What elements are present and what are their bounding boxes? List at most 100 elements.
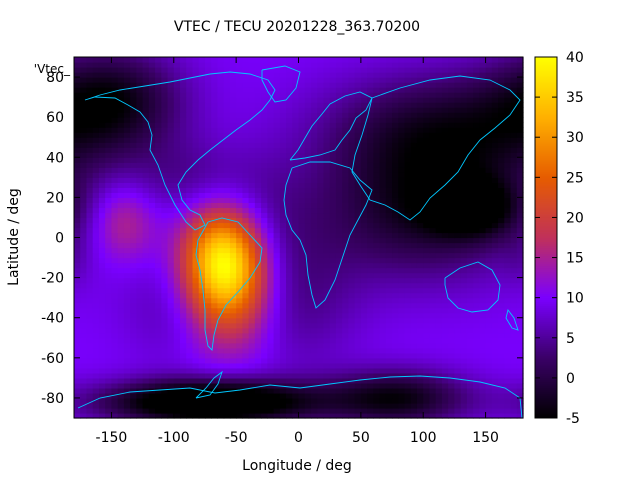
heatmap-cell xyxy=(485,272,493,279)
heatmap-cell xyxy=(342,367,349,374)
heatmap-cell xyxy=(416,282,424,289)
heatmap-cell xyxy=(392,232,399,239)
heatmap-cell xyxy=(248,332,256,339)
heatmap-cell xyxy=(516,392,524,399)
heatmap-cell xyxy=(148,322,156,329)
heatmap-cell xyxy=(161,72,169,78)
heatmap-cell xyxy=(404,127,412,133)
heatmap-cell xyxy=(491,147,499,153)
heatmap-cell xyxy=(254,107,262,113)
heatmap-cell xyxy=(123,302,131,309)
heatmap-cell xyxy=(130,117,137,123)
heatmap-cell xyxy=(136,67,144,73)
heatmap-cell xyxy=(410,152,418,158)
heatmap-cell xyxy=(286,147,293,153)
heatmap-cell xyxy=(155,217,162,224)
heatmap-cell xyxy=(229,357,237,364)
heatmap-cell xyxy=(130,92,137,98)
heatmap-cell xyxy=(329,252,337,259)
heatmap-cell xyxy=(254,87,262,93)
heatmap-cell xyxy=(435,87,443,93)
heatmap-cell xyxy=(286,317,293,324)
heatmap-cell xyxy=(360,312,368,319)
heatmap-cell xyxy=(142,77,150,83)
heatmap-cell xyxy=(304,167,312,173)
heatmap-cell xyxy=(354,362,362,369)
heatmap-cell xyxy=(161,342,169,349)
heatmap-cell xyxy=(180,132,187,138)
heatmap-cell xyxy=(167,217,175,224)
heatmap-cell xyxy=(466,272,474,279)
heatmap-cell xyxy=(448,242,456,249)
heatmap-cell xyxy=(217,297,225,304)
heatmap-cell xyxy=(236,272,243,279)
heatmap-cell xyxy=(148,217,156,224)
heatmap-cell xyxy=(142,122,150,128)
heatmap-cell xyxy=(367,202,374,209)
heatmap-cell xyxy=(223,312,231,319)
heatmap-cell xyxy=(223,257,231,264)
heatmap-cell xyxy=(473,252,480,259)
heatmap-cell xyxy=(273,347,281,354)
heatmap-cell xyxy=(335,212,343,219)
heatmap-cell xyxy=(229,327,237,334)
heatmap-cell xyxy=(485,197,493,203)
heatmap-cell xyxy=(510,332,518,339)
heatmap-cell xyxy=(473,387,480,394)
heatmap-cell xyxy=(92,172,100,178)
heatmap-cell xyxy=(180,157,187,163)
heatmap-cell xyxy=(180,77,187,83)
heatmap-cell xyxy=(279,202,287,209)
heatmap-cell xyxy=(410,162,418,168)
heatmap-cell xyxy=(229,202,237,209)
heatmap-cell xyxy=(323,107,331,113)
heatmap-cell xyxy=(498,317,505,324)
heatmap-cell xyxy=(360,127,368,133)
heatmap-cell xyxy=(379,207,387,214)
heatmap-cell xyxy=(385,237,393,244)
heatmap-cell xyxy=(348,397,356,404)
heatmap-cell xyxy=(217,177,225,183)
heatmap-cell xyxy=(123,292,131,299)
heatmap-cell xyxy=(211,272,219,279)
heatmap-cell xyxy=(98,112,106,118)
heatmap-cell xyxy=(298,272,306,279)
heatmap-cell xyxy=(155,307,162,314)
heatmap-cell xyxy=(317,407,325,414)
heatmap-cell xyxy=(498,187,505,193)
heatmap-cell xyxy=(460,82,468,88)
heatmap-cell xyxy=(223,147,231,153)
heatmap-cell xyxy=(155,132,162,138)
heatmap-cell xyxy=(86,67,94,73)
heatmap-cell xyxy=(466,242,474,249)
heatmap-cell xyxy=(279,107,287,113)
heatmap-cell xyxy=(342,207,349,214)
heatmap-cell xyxy=(204,222,212,229)
heatmap-cell xyxy=(348,202,356,209)
heatmap-cell xyxy=(404,212,412,219)
heatmap-cell xyxy=(379,327,387,334)
heatmap-cell xyxy=(204,262,212,269)
heatmap-cell xyxy=(98,322,106,329)
heatmap-cell xyxy=(429,237,437,244)
heatmap-cell xyxy=(292,197,300,203)
heatmap-cell xyxy=(161,377,169,384)
heatmap-cell xyxy=(192,167,200,173)
heatmap-cell xyxy=(354,397,362,404)
heatmap-cell xyxy=(80,67,88,73)
heatmap-cell xyxy=(105,227,113,234)
heatmap-cell xyxy=(335,137,343,143)
heatmap-cell xyxy=(286,177,293,183)
heatmap-cell xyxy=(173,342,181,349)
heatmap-cell xyxy=(392,412,399,419)
heatmap-cell xyxy=(423,387,431,394)
heatmap-cell xyxy=(161,202,169,209)
heatmap-cell xyxy=(142,382,150,389)
heatmap-cell xyxy=(504,122,512,128)
heatmap-cell xyxy=(242,237,250,244)
heatmap-cell xyxy=(466,277,474,284)
heatmap-cell xyxy=(423,247,431,254)
heatmap-cell xyxy=(279,117,287,123)
heatmap-cell xyxy=(111,252,119,259)
heatmap-cell xyxy=(354,182,362,188)
